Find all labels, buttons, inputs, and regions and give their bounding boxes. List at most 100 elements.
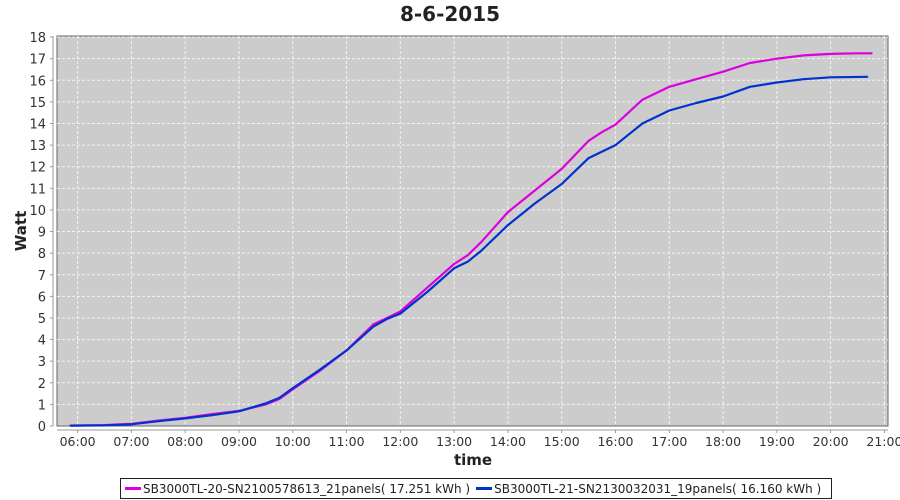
y-tick-label: 8 <box>38 247 46 262</box>
data-point <box>601 131 603 134</box>
x-tick-label: 19:00 <box>759 434 795 449</box>
data-point <box>385 318 388 320</box>
x-tick-label: 20:00 <box>813 434 849 449</box>
data-point <box>870 52 873 55</box>
data-point <box>507 224 509 226</box>
data-point <box>238 410 240 413</box>
data-point <box>749 85 751 88</box>
data-point <box>507 211 509 213</box>
data-point <box>560 183 563 185</box>
y-tick-label: 7 <box>38 269 46 284</box>
x-tick-label: 18:00 <box>705 434 741 449</box>
legend-label: SB3000TL-21-SN2130032031_19panels( 16.16… <box>494 481 822 496</box>
y-tick-label: 15 <box>29 96 46 111</box>
data-point <box>211 414 213 417</box>
data-point <box>345 349 348 352</box>
x-tick-label: 08:00 <box>167 434 203 449</box>
data-point <box>775 57 778 60</box>
data-point <box>466 254 469 257</box>
y-tick-label: 1 <box>38 398 46 413</box>
x-tick-label: 14:00 <box>490 434 526 449</box>
data-point <box>560 167 563 170</box>
data-point <box>668 85 671 88</box>
data-point <box>533 202 536 205</box>
data-point <box>722 95 724 98</box>
y-tick-label: 14 <box>29 118 46 133</box>
x-tick-label: 12:00 <box>382 434 418 449</box>
y-tick-label: 6 <box>38 290 46 305</box>
y-tick-label: 3 <box>38 355 46 370</box>
x-axis-label: time <box>454 451 492 469</box>
x-ticks: 06:00 07:00 08:00 09:00 10:00 11:00 12:00 13:00… <box>60 430 900 449</box>
legend: SB3000TL-20-SN2100578613_21panels( 17.25… <box>120 478 833 499</box>
data-point <box>601 150 603 153</box>
x-tick-label: 06:00 <box>60 434 96 449</box>
data-point <box>749 62 751 64</box>
data-point <box>866 75 869 78</box>
data-point <box>399 312 402 315</box>
y-tick-label: 17 <box>29 53 46 68</box>
data-point <box>264 402 267 405</box>
data-point <box>426 291 429 293</box>
data-point <box>184 417 187 420</box>
legend-item-sb3000tl-21: SB3000TL-21-SN2130032031_19panels( 16.16… <box>476 482 821 496</box>
data-point <box>291 387 294 390</box>
data-point <box>695 102 698 104</box>
data-point <box>802 54 805 57</box>
series-lines <box>69 52 873 427</box>
data-point <box>466 260 469 263</box>
x-tick-label: 13:00 <box>436 434 472 449</box>
data-point <box>641 122 644 125</box>
y-tick-label: 10 <box>29 204 46 219</box>
chart-title: 8-6-2015 <box>400 2 500 26</box>
y-tick-label: 13 <box>29 139 46 154</box>
data-point <box>453 263 456 265</box>
legend-item-sb3000tl-20: SB3000TL-20-SN2100578613_21panels( 17.25… <box>125 482 470 496</box>
data-point <box>695 78 698 81</box>
data-point <box>372 323 375 326</box>
legend-swatch <box>125 487 141 490</box>
data-point <box>668 109 671 112</box>
data-point <box>278 397 281 399</box>
y-tick-label: 9 <box>38 226 46 241</box>
data-point <box>157 420 160 423</box>
data-point <box>318 368 321 371</box>
y-tick-label: 16 <box>29 74 46 89</box>
x-tick-label: 17:00 <box>651 434 687 449</box>
data-point <box>372 325 375 328</box>
x-tick-label: 16:00 <box>597 434 633 449</box>
data-point <box>829 76 832 79</box>
data-point <box>829 53 832 55</box>
data-point <box>614 144 617 147</box>
plot-area <box>56 35 889 427</box>
x-tick-label: 21:00 <box>866 434 900 449</box>
x-tick-label: 09:00 <box>221 434 257 449</box>
y-tick-label: 12 <box>29 161 46 176</box>
data-point <box>130 423 133 426</box>
data-point <box>587 139 590 142</box>
grid <box>57 36 888 426</box>
y-tick-label: 5 <box>38 312 46 327</box>
data-point <box>802 78 805 81</box>
data-point <box>614 123 617 126</box>
y-tick-label: 2 <box>38 377 46 392</box>
data-point <box>426 286 429 289</box>
data-point <box>641 98 644 101</box>
legend-label: SB3000TL-20-SN2100578613_21panels( 17.25… <box>143 481 471 496</box>
x-tick-label: 11:00 <box>329 434 365 449</box>
series-line-2 <box>70 75 868 427</box>
data-point <box>775 81 778 84</box>
x-tick-label: 10:00 <box>275 434 311 449</box>
x-tick-label: 07:00 <box>113 434 149 449</box>
data-point <box>480 241 482 244</box>
y-tick-label: 18 <box>29 31 46 46</box>
data-point <box>453 267 456 270</box>
data-point <box>722 70 724 73</box>
data-point <box>533 189 536 192</box>
data-point <box>587 157 590 159</box>
y-axis-label: Watt <box>12 211 30 251</box>
y-tick-label: 4 <box>38 334 46 349</box>
data-point <box>856 52 859 55</box>
